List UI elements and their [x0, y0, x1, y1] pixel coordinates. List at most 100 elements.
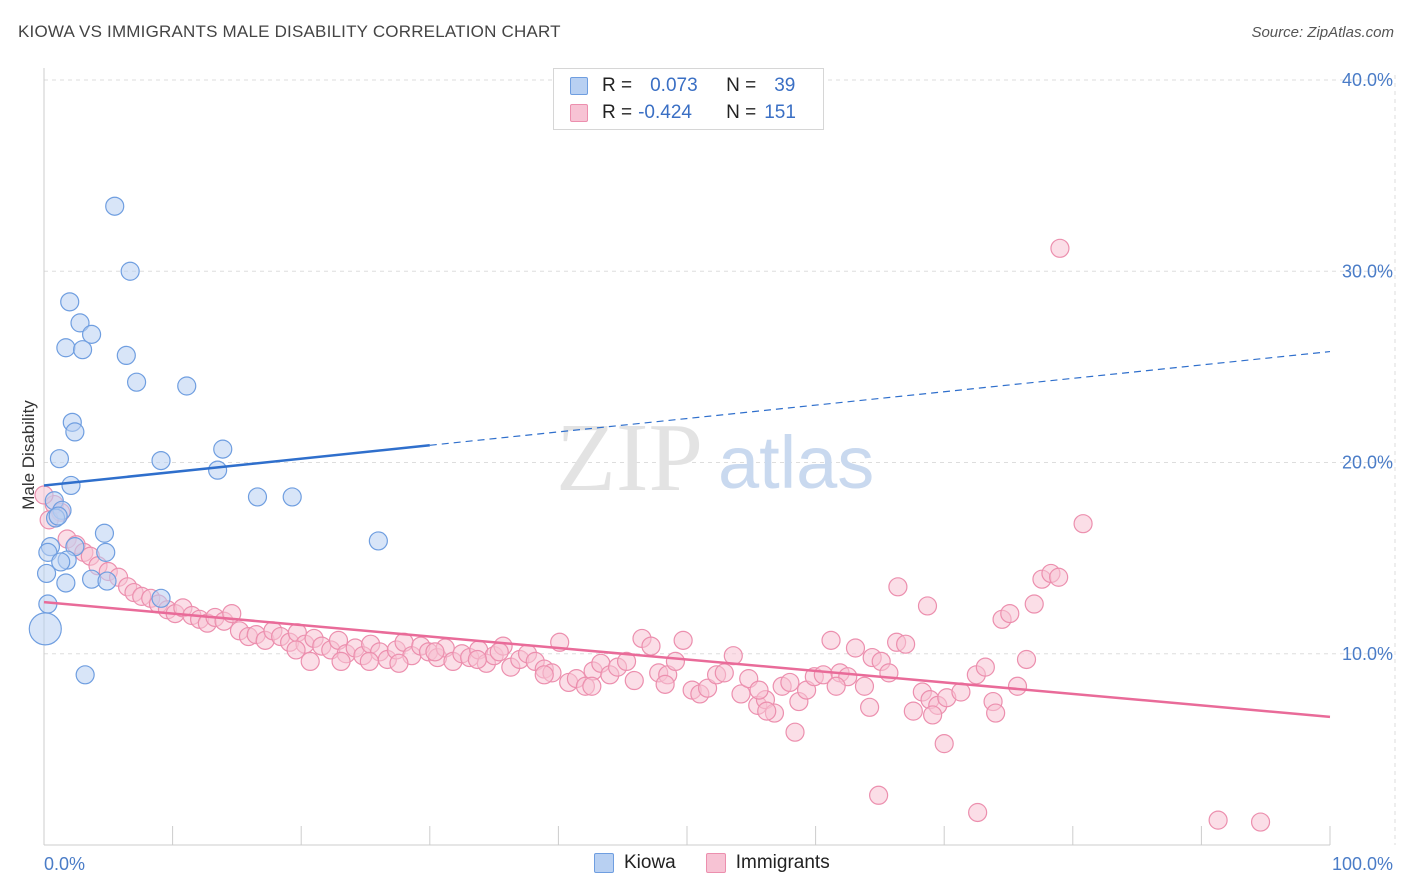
- kiowa-point: [56, 338, 76, 358]
- legend-n-label: N =: [726, 102, 757, 123]
- kiowa-point: [151, 588, 171, 608]
- immigrants-point: [934, 734, 954, 754]
- immigrants-point: [780, 672, 800, 693]
- legend-n-label: N =: [726, 75, 757, 96]
- legend-r-value: 0.073: [650, 75, 698, 96]
- kiowa-point: [75, 665, 95, 685]
- watermark-atlas: atlas: [718, 421, 874, 504]
- y-tick-label: 20.0%: [1342, 453, 1393, 473]
- kiowa-points: [28, 196, 388, 685]
- immigrants-point: [757, 701, 777, 721]
- immigrants-point: [359, 651, 379, 672]
- kiowa-point: [51, 552, 71, 572]
- y-tick-label: 10.0%: [1342, 644, 1393, 664]
- immigrants-point: [389, 653, 409, 673]
- kiowa-trend-line: [43, 444, 430, 487]
- kiowa-point: [126, 372, 147, 392]
- tick-labels: 10.0% 20.0% 30.0% 40.0% 0.0% 100.0%: [44, 70, 1393, 874]
- kiowa-point: [48, 506, 68, 526]
- legend-row-immigrants: R = -0.424 N = 151: [570, 100, 796, 126]
- immigrants-point: [1024, 594, 1044, 614]
- immigrants-points: [34, 238, 1271, 832]
- immigrants-point: [1007, 676, 1028, 696]
- y-axis-label: Male Disability: [19, 400, 38, 510]
- kiowa-point: [96, 542, 116, 562]
- x-tick-label: 0.0%: [44, 854, 85, 874]
- immigrants-point: [903, 701, 923, 721]
- immigrants-point: [821, 630, 841, 650]
- immigrants-point: [1000, 603, 1020, 624]
- immigrants-point: [489, 642, 509, 662]
- kiowa-point: [28, 612, 62, 646]
- immigrants-point: [826, 676, 846, 696]
- y-tick-label: 30.0%: [1342, 261, 1393, 281]
- immigrants-point: [641, 636, 661, 656]
- kiowa-trend-extension: [429, 350, 1331, 446]
- kiowa-point: [151, 450, 171, 471]
- immigrants-point: [534, 665, 554, 685]
- legend-r-value: -0.424: [638, 102, 692, 123]
- kiowa-point: [61, 475, 81, 496]
- kiowa-point: [56, 573, 76, 593]
- immigrants-point: [860, 697, 880, 717]
- x-tick-label: 100.0%: [1332, 854, 1393, 874]
- kiowa-point: [368, 531, 388, 551]
- immigrants-point: [749, 680, 769, 700]
- immigrants-point: [714, 663, 734, 683]
- legend-r-label: R =: [602, 75, 633, 96]
- kiowa-point: [70, 313, 90, 333]
- immigrants-point: [1049, 567, 1069, 587]
- immigrants-point: [467, 649, 487, 670]
- immigrants-point: [888, 577, 908, 597]
- immigrants-point: [425, 642, 445, 662]
- immigrants-point: [968, 802, 988, 823]
- immigrants-point: [286, 640, 306, 660]
- immigrants-point: [331, 651, 351, 672]
- kiowa-point: [65, 422, 85, 442]
- y-tick-label: 40.0%: [1342, 70, 1393, 90]
- immigrants-trend-line: [43, 600, 1331, 719]
- immigrants-point: [785, 722, 805, 742]
- immigrants-point: [1050, 238, 1070, 258]
- immigrants-swatch: [570, 104, 588, 122]
- kiowa-point: [72, 340, 93, 360]
- immigrants-point: [673, 630, 693, 650]
- immigrants-point: [665, 651, 686, 672]
- correlation-legend: R = 0.073 N = 39 R = -0.424 N = 151: [553, 68, 824, 130]
- kiowa-point: [94, 523, 115, 543]
- kiowa-point: [247, 487, 268, 507]
- immigrants-point: [624, 670, 644, 691]
- kiowa-point: [208, 460, 228, 480]
- kiowa-point: [38, 542, 58, 562]
- kiowa-point: [49, 449, 70, 469]
- immigrants-point: [731, 684, 751, 704]
- trend-lines: [43, 350, 1331, 719]
- immigrants-swatch: [705, 853, 726, 873]
- legend-label-kiowa: Kiowa: [624, 852, 676, 873]
- legend-item-immigrants[interactable]: Immigrants: [705, 852, 830, 874]
- immigrants-point: [1016, 649, 1037, 670]
- kiowa-point: [60, 292, 80, 312]
- legend-r-label: R =: [602, 102, 633, 123]
- immigrants-point: [896, 634, 916, 654]
- immigrants-point: [845, 638, 866, 658]
- chart-title: KIOWA VS IMMIGRANTS MALE DISABILITY CORR…: [18, 22, 561, 41]
- legend-item-kiowa[interactable]: Kiowa: [594, 852, 676, 874]
- immigrants-point: [854, 676, 875, 696]
- kiowa-point: [282, 487, 302, 507]
- kiowa-point: [120, 261, 140, 281]
- immigrants-point: [582, 676, 602, 696]
- kiowa-point: [213, 439, 233, 459]
- kiowa-point: [81, 324, 102, 344]
- kiowa-point: [177, 376, 197, 396]
- kiowa-point: [116, 345, 136, 365]
- series-legend: Kiowa Immigrants: [594, 852, 860, 874]
- immigrants-point: [300, 651, 320, 672]
- kiowa-swatch: [594, 853, 614, 873]
- kiowa-point: [97, 571, 117, 591]
- kiowa-point: [36, 563, 57, 584]
- immigrants-point: [1208, 810, 1228, 830]
- legend-n-value: 39: [774, 75, 796, 96]
- kiowa-point: [105, 196, 125, 216]
